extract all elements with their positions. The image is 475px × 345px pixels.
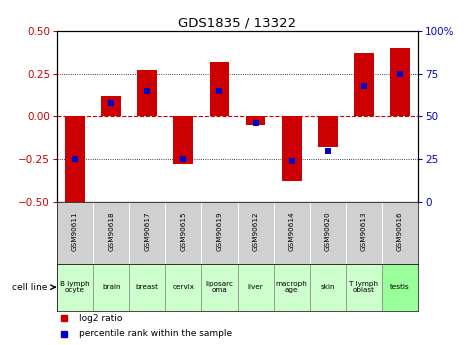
Bar (346, 264, 382, 310)
Text: liver: liver (247, 284, 264, 290)
Bar (101, 96, 121, 117)
Bar (173, 117, 193, 164)
Text: GSM90615: GSM90615 (180, 211, 186, 251)
Bar (129, 264, 165, 310)
Bar (246, 117, 266, 125)
Bar (318, 117, 338, 147)
Text: cell line: cell line (12, 283, 48, 292)
Text: cervix: cervix (172, 284, 194, 290)
Text: GSM90611: GSM90611 (72, 211, 78, 251)
Bar (274, 264, 310, 310)
Text: GSM90612: GSM90612 (253, 211, 258, 251)
Text: GSM90614: GSM90614 (289, 211, 294, 251)
Text: log2 ratio: log2 ratio (79, 314, 122, 323)
Text: liposarc
oma: liposarc oma (206, 281, 233, 294)
Text: brain: brain (102, 284, 120, 290)
Title: GDS1835 / 13322: GDS1835 / 13322 (179, 17, 296, 30)
Bar (238, 264, 274, 310)
Text: GSM90613: GSM90613 (361, 211, 367, 251)
Text: breast: breast (136, 284, 159, 290)
Bar (65, 117, 85, 202)
Text: GSM90619: GSM90619 (217, 211, 222, 251)
Bar (165, 264, 201, 310)
Bar (354, 53, 374, 117)
Text: B lymph
ocyte: B lymph ocyte (60, 281, 90, 294)
Text: T lymph
oblast: T lymph oblast (349, 281, 379, 294)
Text: percentile rank within the sample: percentile rank within the sample (79, 329, 232, 338)
Bar (209, 62, 229, 117)
Bar (201, 264, 238, 310)
Bar (282, 117, 302, 181)
Bar (390, 48, 410, 117)
Text: GSM90616: GSM90616 (397, 211, 403, 251)
Text: macroph
age: macroph age (276, 281, 307, 294)
Text: GSM90618: GSM90618 (108, 211, 114, 251)
Bar (382, 264, 418, 310)
Text: GSM90620: GSM90620 (325, 211, 331, 251)
Text: testis: testis (390, 284, 410, 290)
Bar (93, 264, 129, 310)
Bar (57, 264, 93, 310)
Text: GSM90617: GSM90617 (144, 211, 150, 251)
Bar (310, 264, 346, 310)
Bar (137, 70, 157, 117)
Text: skin: skin (321, 284, 335, 290)
